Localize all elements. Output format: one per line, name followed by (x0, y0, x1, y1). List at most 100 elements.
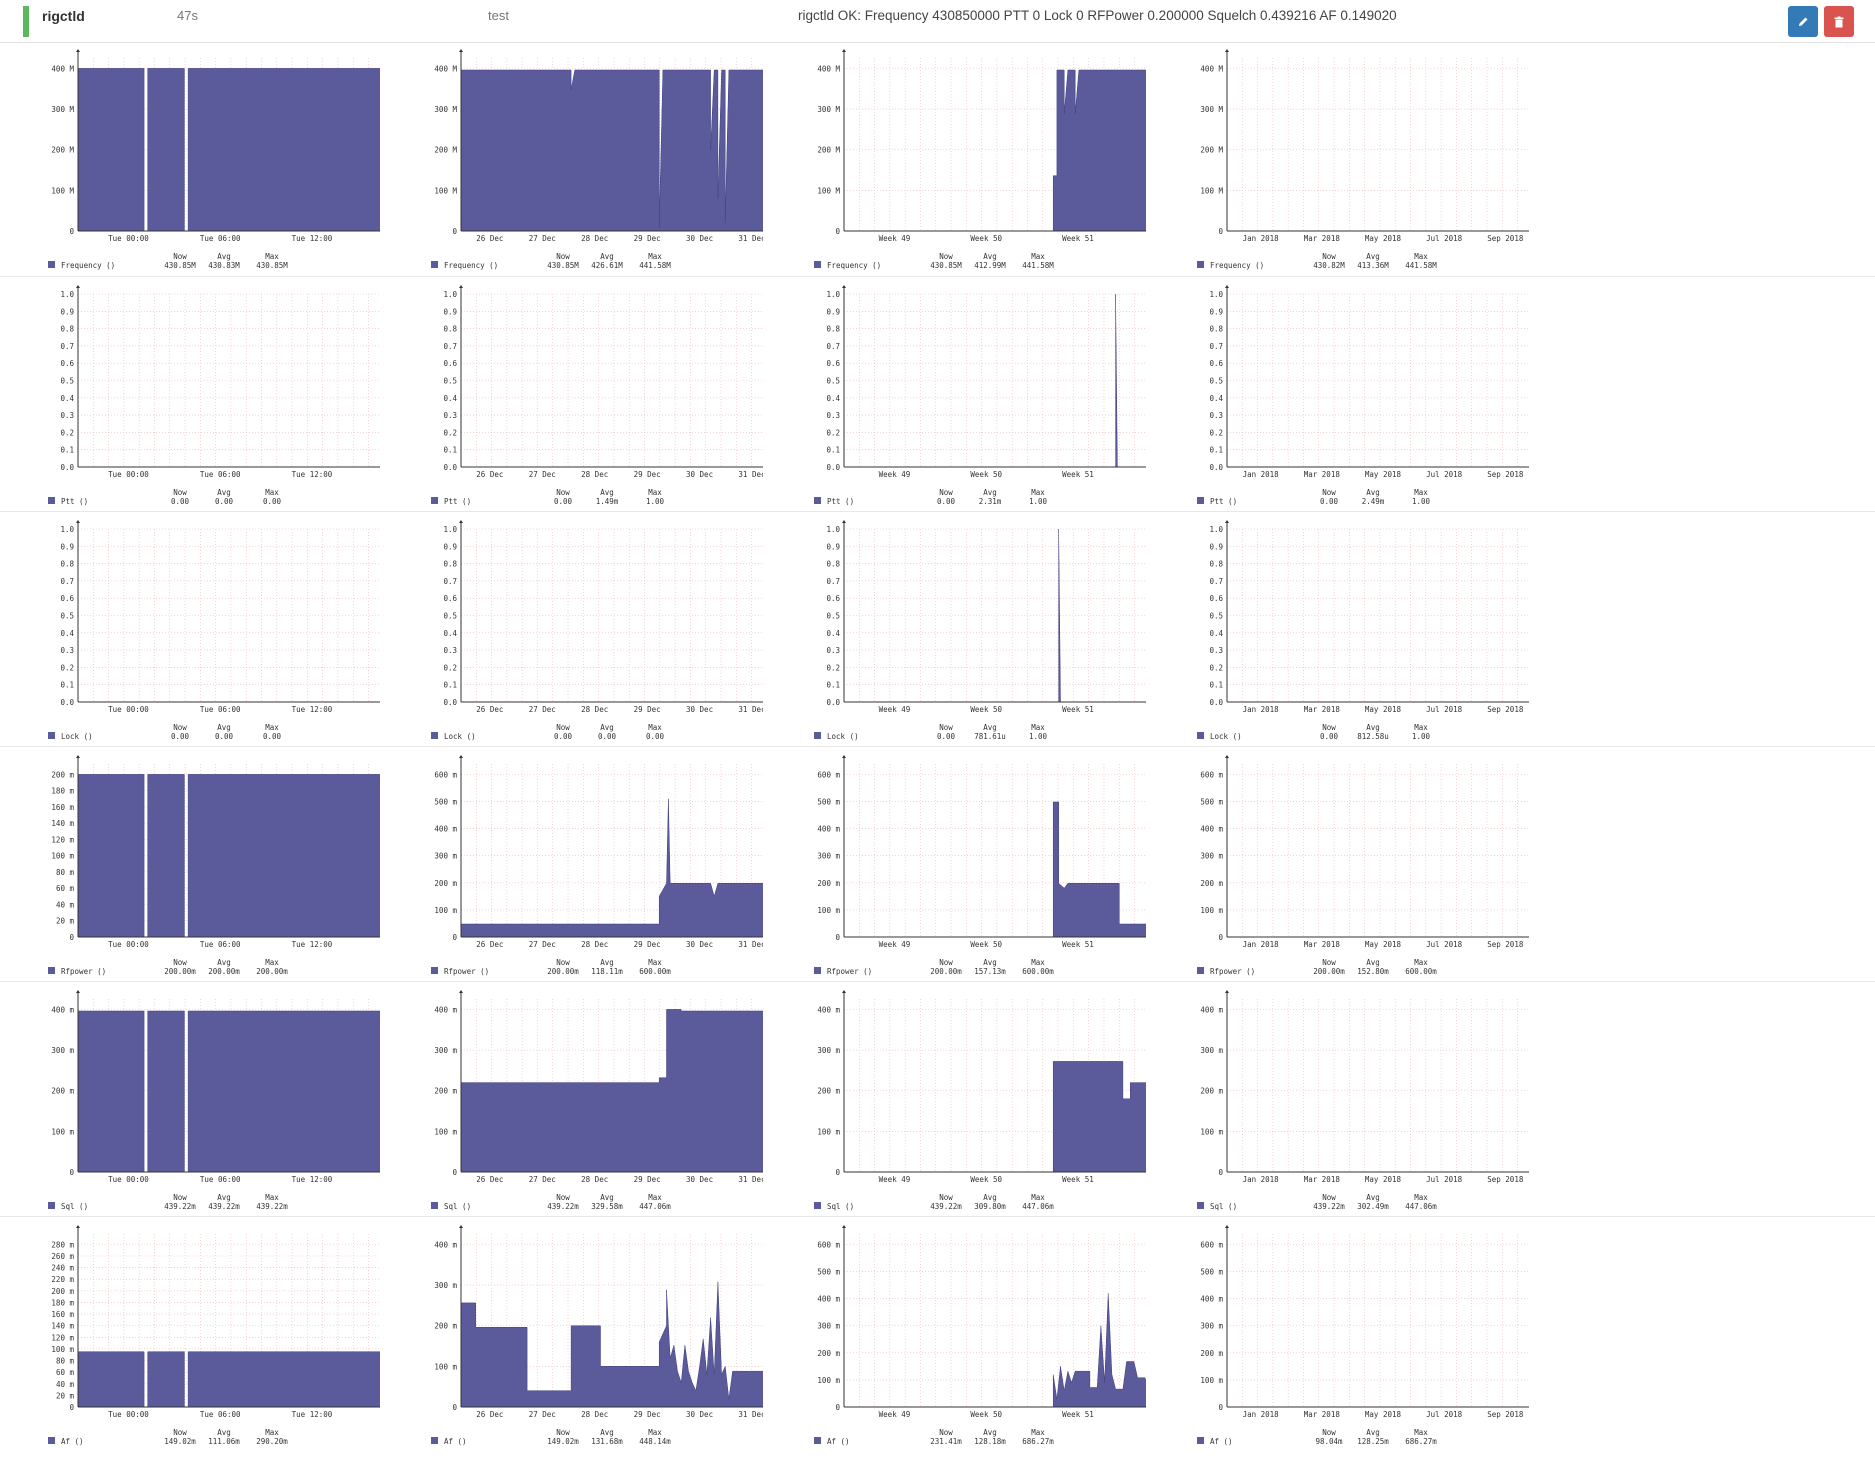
y-tick-label: 0 (1218, 933, 1223, 942)
graph-sql-day[interactable]: 0 100 m 200 m 300 m 400 m Tue 00:00 Tue 06:00 T… (0, 985, 380, 1215)
x-tick-label: 30 Dec (686, 470, 713, 479)
y-tick-label: 100 m (434, 906, 457, 915)
graph-ptt-day[interactable]: 0.0 0.1 0.2 0.3 0.4 0.5 0.6 0.7 0.8 0.9 1.0 Tue 00:… (0, 280, 380, 510)
y-axis-arrow (842, 1225, 846, 1228)
x-tick-label: 26 Dec (476, 234, 503, 243)
graph-af-day[interactable]: 0 20 m 40 m 60 m 80 m 100 m 120 m 140 m 160 m 180… (0, 1220, 380, 1450)
graph-frequency-month[interactable]: 0 100 M 200 M 300 M 400 M Week 49 Week 50 Week … (766, 44, 1146, 274)
legend-header: Avg (217, 488, 231, 497)
y-tick-label: 0.9 (60, 307, 74, 316)
y-tick-label: 400 m (434, 825, 457, 834)
trash-icon (1834, 16, 1844, 27)
y-tick-label: 200 m (51, 1287, 74, 1296)
y-tick-label: 1.0 (826, 290, 840, 299)
graph-rfpower-week[interactable]: 0 100 m 200 m 300 m 400 m 500 m 600 m 26 Dec 27 … (383, 750, 763, 980)
y-tick-label: 200 m (1200, 879, 1223, 888)
legend-value: 200.00m (208, 967, 240, 976)
y-tick-label: 80 m (56, 1357, 75, 1366)
graph-sql-year[interactable]: 0 100 m 200 m 300 m 400 m Jan 2018 Mar 2018 May… (1149, 985, 1529, 1215)
y-tick-label: 0.2 (60, 663, 74, 672)
x-tick-label: Tue 06:00 (200, 470, 241, 479)
x-tick-label: 31 Dec (738, 705, 763, 714)
y-tick-label: 0.2 (826, 428, 840, 437)
x-tick-label: Sep 2018 (1487, 1410, 1524, 1419)
graph-ptt-week[interactable]: 0.0 0.1 0.2 0.3 0.4 0.5 0.6 0.7 0.8 0.9 1.0 26 Dec 2… (383, 280, 763, 510)
graph-canvas: 0.0 0.1 0.2 0.3 0.4 0.5 0.6 0.7 0.8 0.9 1.0 Jan 201… (1197, 285, 1529, 506)
legend-header: Avg (983, 958, 997, 967)
y-tick-label: 0.7 (826, 577, 840, 586)
graph-af-year[interactable]: 0 100 m 200 m 300 m 400 m 500 m 600 m Jan 2018 M… (1149, 1220, 1529, 1450)
x-tick-label: Tue 06:00 (200, 940, 241, 949)
y-tick-label: 0.0 (826, 463, 840, 472)
y-tick-label: 0.4 (443, 629, 457, 638)
legend-swatch (48, 1437, 55, 1444)
legend-value: 0.00 (171, 497, 190, 506)
y-tick-label: 0 (1218, 227, 1223, 236)
y-tick-label: 200 m (51, 770, 74, 779)
legend-header: Max (1031, 958, 1045, 967)
graph-lock-year[interactable]: 0.0 0.1 0.2 0.3 0.4 0.5 0.6 0.7 0.8 0.9 1.0 Jan 201… (1149, 515, 1529, 745)
row-divider (0, 1216, 1875, 1217)
y-tick-label: 300 m (1200, 1322, 1223, 1331)
x-tick-label: 28 Dec (581, 1410, 608, 1419)
graph-rfpower-year[interactable]: 0 100 m 200 m 300 m 400 m 500 m 600 m Jan 2018 M… (1149, 750, 1529, 980)
graph-af-month[interactable]: 0 100 m 200 m 300 m 400 m 500 m 600 m Week 49 We… (766, 1220, 1146, 1450)
graph-frequency-year[interactable]: 0 100 M 200 M 300 M 400 M Jan 2018 Mar 2018 May… (1149, 44, 1529, 274)
graph-lock-day[interactable]: 0.0 0.1 0.2 0.3 0.4 0.5 0.6 0.7 0.8 0.9 1.0 Tue 00:… (0, 515, 380, 745)
y-axis-arrow (76, 285, 80, 288)
x-tick-label: Tue 00:00 (108, 470, 149, 479)
legend-value: 1.00 (1029, 497, 1048, 506)
service-name[interactable]: rigctld (42, 8, 85, 24)
y-tick-label: 100 m (51, 1345, 74, 1354)
edit-button[interactable] (1788, 6, 1818, 37)
graph-frequency-day[interactable]: 0 100 M 200 M 300 M 400 M Tue 00:00 Tue 06:00 T… (0, 44, 380, 274)
x-tick-label: 26 Dec (476, 1175, 503, 1184)
x-tick-label: Tue 12:00 (292, 705, 333, 714)
graph-sql-week[interactable]: 0 100 m 200 m 300 m 400 m 26 Dec 27 Dec 28 Dec 2… (383, 985, 763, 1215)
graph-ptt-year[interactable]: 0.0 0.1 0.2 0.3 0.4 0.5 0.6 0.7 0.8 0.9 1.0 Jan 201… (1149, 280, 1529, 510)
legend-value: 1.00 (1029, 732, 1048, 741)
y-tick-label: 240 m (51, 1264, 74, 1273)
legend-value: 1.00 (1412, 732, 1431, 741)
x-tick-label: Sep 2018 (1487, 1175, 1524, 1184)
graph-af-week[interactable]: 0 100 m 200 m 300 m 400 m 26 Dec 27 Dec 28 Dec 2… (383, 1220, 763, 1450)
y-tick-label: 60 m (56, 1368, 75, 1377)
legend-value: 441.58M (639, 261, 671, 270)
legend-value: 1.00 (646, 497, 665, 506)
x-tick-label: Tue 00:00 (108, 705, 149, 714)
y-tick-label: 0.5 (443, 612, 457, 621)
graph-rfpower-day[interactable]: 0 20 m 40 m 60 m 80 m 100 m 120 m 140 m 160 m 180… (0, 750, 380, 980)
series-area (1227, 230, 1529, 232)
x-tick-label: 29 Dec (634, 940, 661, 949)
y-tick-label: 0 (835, 1168, 840, 1177)
y-tick-label: 200 M (817, 146, 840, 155)
graph-ptt-month[interactable]: 0.0 0.1 0.2 0.3 0.4 0.5 0.6 0.7 0.8 0.9 1.0 Week 49… (766, 280, 1146, 510)
delete-button[interactable] (1824, 6, 1854, 37)
y-tick-label: 300 M (434, 105, 457, 114)
y-tick-label: 0.2 (1209, 663, 1223, 672)
graph-canvas: 0 100 m 200 m 300 m 400 m Week 49 Week 50 Week … (814, 990, 1146, 1211)
y-tick-label: 1.0 (826, 525, 840, 534)
x-tick-label: 29 Dec (634, 470, 661, 479)
x-tick-label: Tue 12:00 (292, 1410, 333, 1419)
y-tick-label: 100 m (817, 1127, 840, 1136)
graph-sql-month[interactable]: 0 100 m 200 m 300 m 400 m Week 49 Week 50 Week … (766, 985, 1146, 1215)
y-tick-label: 0.6 (60, 594, 74, 603)
legend-value: 0.00 (171, 732, 190, 741)
x-tick-label: Tue 00:00 (108, 1175, 149, 1184)
x-tick-label: 27 Dec (529, 705, 556, 714)
graph-rfpower-month[interactable]: 0 100 m 200 m 300 m 400 m 500 m 600 m Week 49 We… (766, 750, 1146, 980)
graph-canvas: 0 100 m 200 m 300 m 400 m Jan 2018 Mar 2018 May… (1197, 990, 1529, 1211)
x-tick-label: 30 Dec (686, 1175, 713, 1184)
y-tick-label: 200 M (434, 146, 457, 155)
graph-lock-week[interactable]: 0.0 0.1 0.2 0.3 0.4 0.5 0.6 0.7 0.8 0.9 1.0 26 Dec 2… (383, 515, 763, 745)
x-tick-label: Mar 2018 (1304, 1410, 1341, 1419)
legend-value: 0.00 (554, 732, 573, 741)
legend-value: 430.83M (208, 261, 240, 270)
legend-value: 413.36M (1357, 261, 1389, 270)
graph-frequency-week[interactable]: 0 100 M 200 M 300 M 400 M 26 Dec 27 Dec 28 Dec 2… (383, 44, 763, 274)
graph-lock-month[interactable]: 0.0 0.1 0.2 0.3 0.4 0.5 0.6 0.7 0.8 0.9 1.0 Week 49… (766, 515, 1146, 745)
y-tick-label: 500 m (817, 797, 840, 806)
x-tick-label: Tue 12:00 (292, 234, 333, 243)
legend-value: 200.00m (547, 967, 579, 976)
